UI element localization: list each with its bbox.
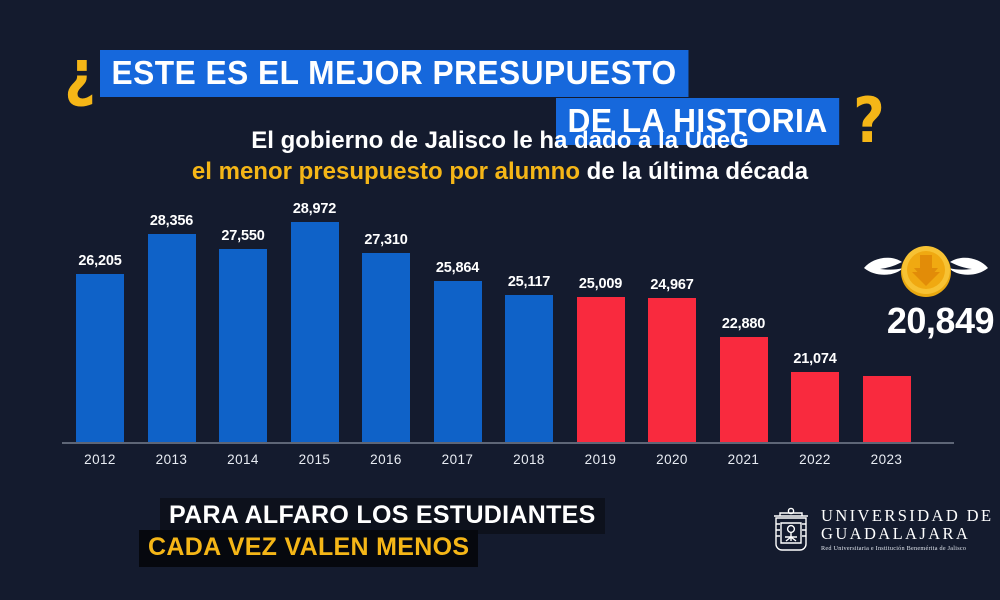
bar-2019: 25,009 [576,276,625,442]
x-axis-line [62,442,954,444]
bar-rect-2012 [76,274,124,442]
bar-value-label-2017: 25,864 [435,259,480,276]
bar-rect-2019 [576,297,625,442]
bar-2013: 28,356 [147,213,196,442]
subtitle-rest: de la última década [579,157,809,185]
bar-value-label-2012: 26,205 [78,253,122,270]
x-tick-2013: 2013 [155,452,188,467]
udeg-tagline: Red Universitaria e Institución Beneméri… [821,544,967,552]
headline-row-2: DE LA HISTORIA ? [556,90,887,152]
bar-2012: 26,205 [76,253,124,442]
bar-value-label-2016: 27,310 [364,232,408,249]
subtitle: El gobierno de Jalisco le ha dado a la U… [0,126,1000,187]
x-tick-2015: 2015 [298,452,331,467]
bar-2017: 25,864 [433,260,482,442]
bar-value-label-2018: 25,117 [507,273,551,290]
x-tick-2023: 2023 [870,452,903,467]
x-tick-2018: 2018 [513,452,545,467]
highlighted-value-2023: 20,849 [886,300,995,341]
bar-2022: 21,074 [791,351,839,442]
bar-rect-2023 [862,375,911,442]
headline-line-2: DE LA HISTORIA [556,97,840,145]
bar-rect-2014 [219,248,267,442]
headline-row-1: ¿ ESTE ES EL MEJOR PRESUPUESTO [62,42,713,104]
bar-value-label-2020: 24,967 [650,276,694,293]
bar-rect-2018 [505,294,553,442]
bar-rect-2017 [433,280,482,442]
x-tick-2020: 2020 [656,452,688,467]
subtitle-line-2: el menor presupuesto por alumno de la úl… [0,157,1000,188]
bar-value-label-2021: 22,880 [721,316,766,333]
x-tick-2021: 2021 [727,452,760,467]
udeg-name-line-1: UNIVERSIDAD DE [821,505,994,525]
bar-2018: 25,117 [505,274,553,442]
udeg-name-line-2: GUADALAJARA [821,524,971,544]
bar-2021: 22,880 [719,316,768,442]
subtitle-accent: el menor presupuesto por alumno [191,157,580,185]
x-tick-2012: 2012 [84,452,116,467]
bar-2015: 28,972 [290,201,339,442]
winged-coin-down-arrow-icon [856,246,996,302]
bar-2023 [862,375,911,442]
headline-line-1: ESTE ES EL MEJOR PRESUPUESTO [99,49,689,97]
headline: ¿ ESTE ES EL MEJOR PRESUPUESTO DE LA HIS… [0,18,1000,152]
bar-value-label-2022: 21,074 [793,350,837,367]
bar-rect-2013 [147,233,196,442]
udeg-logo: UNIVERSIDAD DE GUADALAJARA Red Universit… [770,506,993,554]
bar-value-label-2013: 28,356 [149,212,194,229]
bar-value-label-2014: 27,550 [221,227,265,244]
udeg-shield-icon [770,506,812,554]
footer-line-1: PARA ALFARO LOS ESTUDIANTES [160,498,605,534]
bar-rect-2020 [648,297,696,442]
bar-rect-2016 [362,253,410,442]
footer-line-2: CADA VEZ VALEN MENOS [139,530,479,567]
bar-2016: 27,310 [362,232,410,442]
bar-value-label-2015: 28,972 [292,201,337,217]
bar-2014: 27,550 [219,228,267,442]
bar-value-label-2019: 25,009 [578,276,623,293]
x-tick-2014: 2014 [227,452,259,467]
x-tick-2022: 2022 [799,452,831,467]
bar-rect-2015 [290,222,339,442]
bar-rect-2021 [719,337,768,442]
footer: PARA ALFARO LOS ESTUDIANTES CADA VEZ VAL… [0,496,1000,567]
udeg-logo-text: UNIVERSIDAD DE GUADALAJARA Red Universit… [821,505,994,552]
question-mark-closing-icon: ? [853,84,885,157]
bar-2020: 24,967 [648,277,696,442]
bar-rect-2022 [791,371,839,442]
x-tick-2016: 2016 [370,452,402,467]
subtitle-line-1: El gobierno de Jalisco le ha dado a la U… [251,127,749,154]
x-tick-2019: 2019 [584,452,617,467]
x-tick-2017: 2017 [441,452,474,467]
question-mark-opening-icon: ¿ [64,36,96,109]
